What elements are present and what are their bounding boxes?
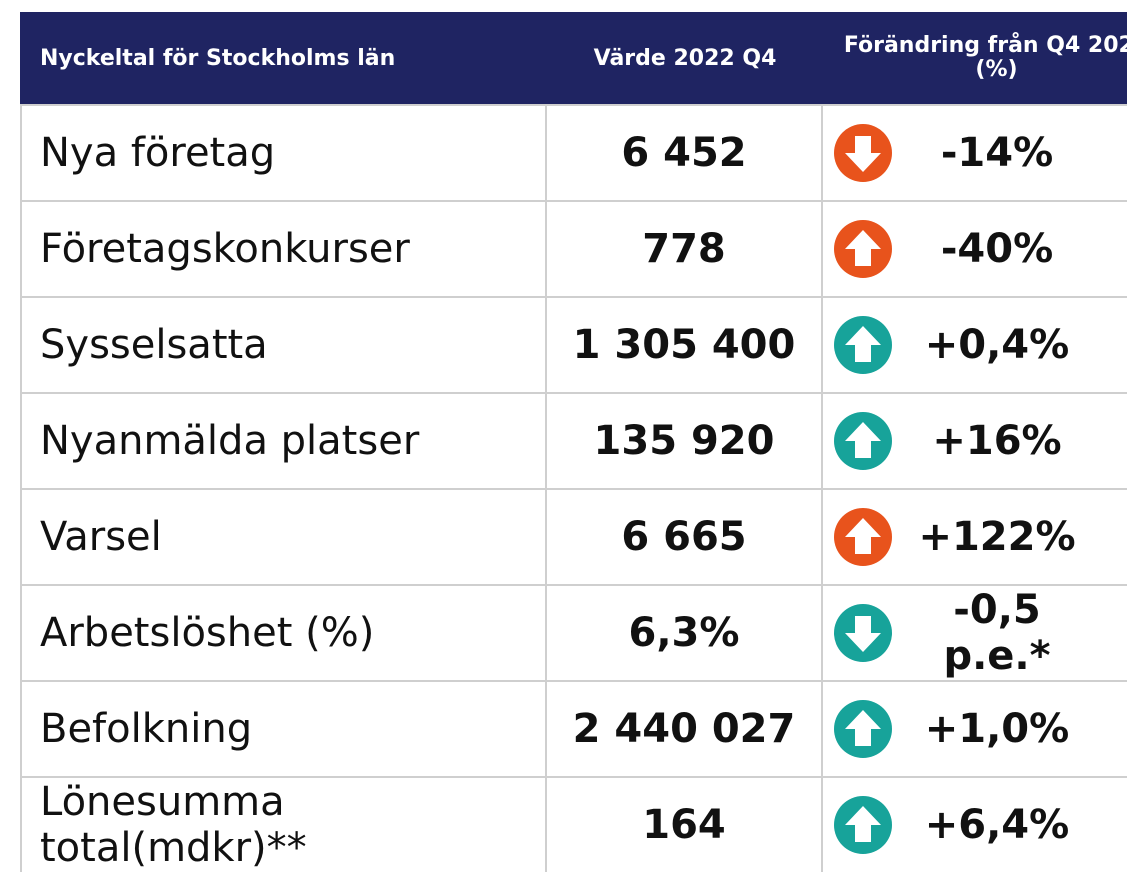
arrow-icon xyxy=(833,411,893,471)
metric-value: 2 440 027 xyxy=(547,682,823,776)
metric-value: 6 665 xyxy=(547,490,823,584)
arrow-icon xyxy=(833,315,893,375)
metric-name: Sysselsatta xyxy=(20,298,547,392)
metric-value: 135 920 xyxy=(547,394,823,488)
table-row: Arbetslöshet (%) 6,3% -0,5 p.e.* xyxy=(20,584,1127,680)
change-value: +16% xyxy=(932,418,1062,464)
metric-value: 6 452 xyxy=(547,106,823,200)
arrow-icon xyxy=(833,699,893,759)
metric-value: 778 xyxy=(547,202,823,296)
metric-name: Befolkning xyxy=(20,682,547,776)
table-row: Varsel 6 665 +122% xyxy=(20,488,1127,584)
metric-name: Lönesumma total(mdkr)** xyxy=(20,778,547,872)
change-value: +1,0% xyxy=(924,706,1070,752)
table: Nyckeltal för Stockholms län Värde 2022 … xyxy=(20,12,1127,872)
metric-name: Företagskonkurser xyxy=(20,202,547,296)
change-cell: +6,4% xyxy=(823,778,1127,872)
metric-name: Arbetslöshet (%) xyxy=(20,586,547,680)
table-row: Nya företag 6 452 -14% xyxy=(20,104,1127,200)
change-value: -0,5 p.e.* xyxy=(943,587,1051,679)
arrow-icon xyxy=(833,603,893,663)
table-row: Sysselsatta 1 305 400 +0,4% xyxy=(20,296,1127,392)
change-value: +122% xyxy=(918,514,1076,560)
header-cell: Värde 2022 Q4 xyxy=(593,45,777,71)
change-cell: -40% xyxy=(823,202,1127,296)
metric-name: Nya företag xyxy=(20,106,547,200)
metric-value: 6,3% xyxy=(547,586,823,680)
header-cell: Nyckeltal för Stockholms län xyxy=(40,45,396,71)
header-cell: Förändring från Q4 2021 (%) xyxy=(843,33,1127,82)
change-value: +6,4% xyxy=(924,802,1070,848)
arrow-icon xyxy=(833,507,893,567)
change-value: -40% xyxy=(940,226,1054,272)
table-row: Befolkning 2 440 027 +1,0% xyxy=(20,680,1127,776)
arrow-icon xyxy=(833,123,893,183)
metric-value: 164 xyxy=(547,778,823,872)
metric-name: Nyanmälda platser xyxy=(20,394,547,488)
arrow-icon xyxy=(833,795,893,855)
change-cell: -0,5 p.e.* xyxy=(823,586,1127,680)
table-row: Lönesumma total(mdkr)** 164 +6,4% xyxy=(20,776,1127,872)
table-row: Företagskonkurser 778 -40% xyxy=(20,200,1127,296)
header-row: Nyckeltal för Stockholms län Värde 2022 … xyxy=(20,12,1127,104)
arrow-icon xyxy=(833,219,893,279)
change-value: -14% xyxy=(940,130,1054,176)
change-value: +0,4% xyxy=(924,322,1070,368)
change-cell: +122% xyxy=(823,490,1127,584)
metric-name: Varsel xyxy=(20,490,547,584)
table-row: Nyanmälda platser 135 920 +16% xyxy=(20,392,1127,488)
table-body: Nya företag 6 452 -14% Företagskonkurser 778… xyxy=(20,104,1127,872)
metric-value: 1 305 400 xyxy=(547,298,823,392)
change-cell: +1,0% xyxy=(823,682,1127,776)
change-cell: +16% xyxy=(823,394,1127,488)
change-cell: -14% xyxy=(823,106,1127,200)
change-cell: +0,4% xyxy=(823,298,1127,392)
